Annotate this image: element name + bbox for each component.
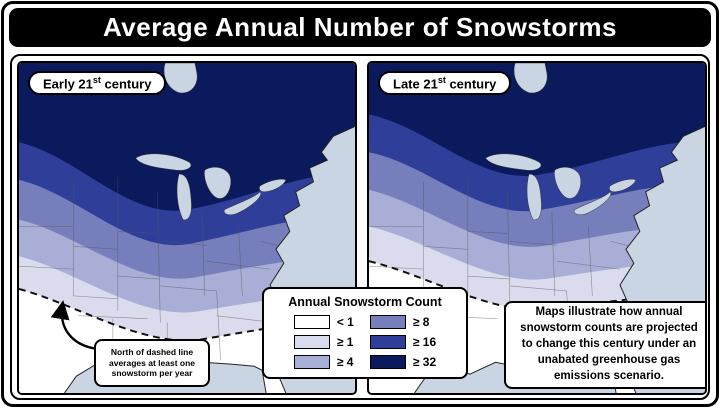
legend-label: ≥ 8 [412, 315, 430, 329]
panel-label-late-suffix: century [445, 76, 497, 92]
great-lakes [485, 63, 637, 221]
panel-label-early-sup: st [92, 75, 101, 85]
legend-item: < 1 [293, 315, 354, 329]
info-text: Maps illustrate how annual snowstorm cou… [520, 306, 698, 382]
great-lakes [135, 63, 287, 221]
legend-label: ≥ 1 [336, 335, 354, 349]
legend-item: ≥ 32 [369, 355, 437, 369]
swatch-ge1 [293, 335, 330, 349]
panel-label-early-suffix: century [100, 76, 152, 92]
info-box: Maps illustrate how annual snowstorm cou… [504, 301, 705, 389]
panel-label-early: Early 21st century [28, 71, 167, 96]
state-borders [19, 176, 284, 366]
swatch-ge4 [293, 355, 330, 369]
legend-item: ≥ 16 [369, 335, 437, 349]
panel-label-late-sup: st [437, 75, 446, 85]
legend-label: ≥ 32 [412, 355, 437, 369]
legend-grid: < 1 ≥ 1 ≥ 4 ≥ 8 ≥ 16 [270, 315, 460, 369]
legend-title: Annual Snowstorm Count [288, 295, 442, 309]
swatch-ge16 [369, 335, 406, 349]
legend-item: ≥ 1 [293, 335, 354, 349]
panel-label-early-text: Early 21 [43, 76, 93, 92]
panel-label-late-text: Late 21 [393, 76, 438, 92]
north-arrow [50, 300, 96, 350]
legend-item: ≥ 8 [369, 315, 436, 329]
map-panel-late: Late 21st century Maps illustrate how an… [367, 61, 707, 395]
legend-label: ≥ 16 [412, 335, 437, 349]
legend: Annual Snowstorm Count < 1 ≥ 1 ≥ 4 ≥ 8 [262, 287, 468, 379]
swatch-lt1 [293, 315, 330, 329]
legend-label: < 1 [336, 315, 354, 329]
panel-label-late: Late 21st century [378, 71, 512, 96]
annotation-box: North of dashed line averages at least o… [94, 339, 210, 387]
swatch-ge32 [369, 355, 406, 369]
band-ge32 [19, 63, 355, 211]
annotation-text: North of dashed line averages at least o… [109, 347, 195, 379]
maps-container: Early 21st century North of dashed line … [10, 54, 710, 400]
figure-title: Average Annual Number of Snowstorms [9, 8, 711, 47]
swatch-ge8 [369, 315, 406, 329]
legend-item: ≥ 4 [293, 355, 354, 369]
legend-label: ≥ 4 [336, 355, 354, 369]
